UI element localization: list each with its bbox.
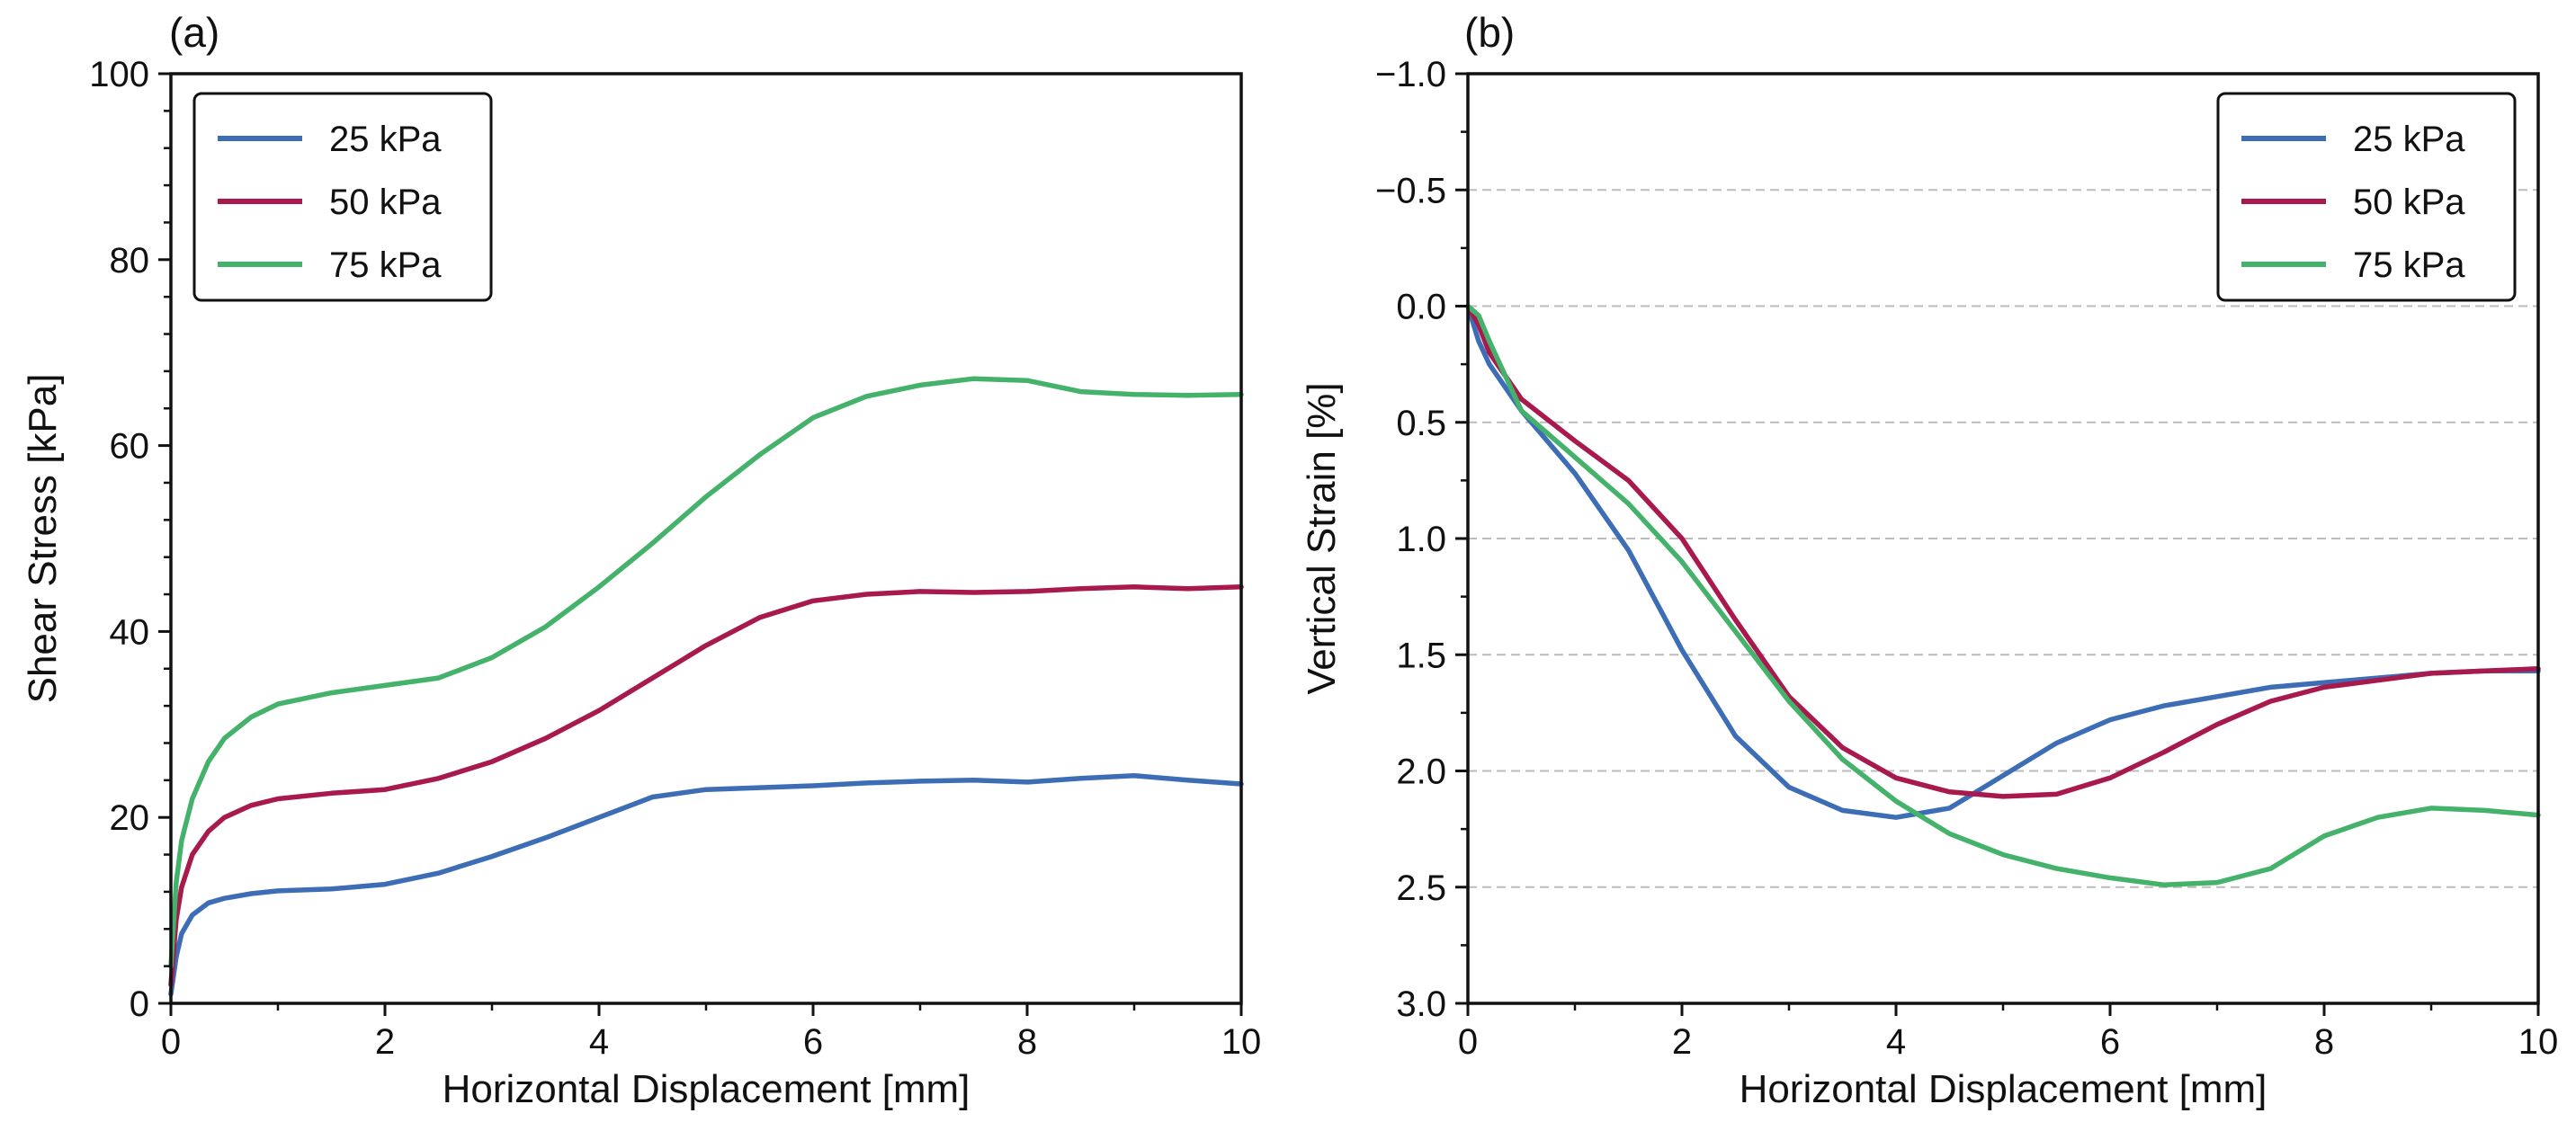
y-tick-label: 1.5 [1396,636,1446,675]
x-tick-label: 6 [2100,1022,2120,1062]
x-tick-label: 6 [803,1022,823,1062]
panel-b-vertical-strain: 0 2 4 6 8 10 −1.0 −0.5 0.0 0.5 1.0 1.5 2.0 2.5 3.0 Hori… [1300,9,2558,1111]
x-tick-label: 2 [1672,1022,1692,1062]
legend-label: 75 kPa [2353,245,2465,285]
legend-label: 25 kPa [2353,120,2465,159]
y-tick-label: 2.5 [1396,868,1446,908]
legend-box [2216,92,2517,302]
legend-label: 50 kPa [2353,183,2465,222]
y-tick-label: 2.0 [1396,753,1446,792]
x-tick-label: 10 [2518,1022,2559,1062]
x-tick-label: 8 [2314,1022,2334,1062]
y-tick-label: −1.0 [1375,55,1446,94]
legend-label: 50 kPa [329,183,442,222]
y-tick-label: 0 [130,984,149,1024]
legend-label: 25 kPa [329,120,442,159]
x-tick-label: 8 [1017,1022,1037,1062]
y-tick-label: 0.5 [1396,404,1446,443]
y-tick-label: 1.0 [1396,520,1446,559]
y-tick-label: 0.0 [1396,288,1446,327]
panel-label: (a) [169,9,219,56]
y-axis-label: Shear Stress [kPa] [21,374,65,704]
y-tick-label: 100 [89,55,149,94]
x-axis-label: Horizontal Displacement [mm] [443,1067,970,1111]
x-axis-label: Horizontal Displacement [mm] [1740,1067,2267,1111]
y-tick-label: 20 [110,798,150,838]
legend-box [192,92,493,302]
y-tick-label: −0.5 [1375,171,1446,210]
panel-a-shear-stress: 0 2 4 6 8 10 100 80 60 40 20 0 Horizontal Displaceme… [21,9,1261,1111]
x-tick-label: 4 [1886,1022,1906,1062]
x-tick-label: 10 [1221,1022,1262,1062]
series-line-50-kpa [1465,303,2541,799]
y-tick-label: 3.0 [1396,984,1446,1024]
y-axis-label: Vertical Strain [%] [1300,382,1344,694]
series-line-75-kpa [1465,303,2541,887]
legend-label: 75 kPa [329,245,442,285]
series-line-75-kpa [168,376,1244,969]
legend: 25 kPa 50 kPa 75 kPa [192,92,493,302]
legend: 25 kPa 50 kPa 75 kPa [2216,92,2517,302]
y-tick-label: 40 [110,612,150,652]
x-tick-label: 0 [1458,1022,1478,1062]
x-tick-label: 2 [375,1022,395,1062]
y-tick-label: 80 [110,241,150,281]
x-tick-label: 0 [161,1022,181,1062]
series-line-25-kpa [1465,303,2541,820]
series-line-25-kpa [168,772,1244,997]
panel-label: (b) [1464,9,1515,56]
x-tick-label: 4 [589,1022,609,1062]
series-line-50-kpa [168,584,1244,988]
y-tick-label: 60 [110,427,150,467]
